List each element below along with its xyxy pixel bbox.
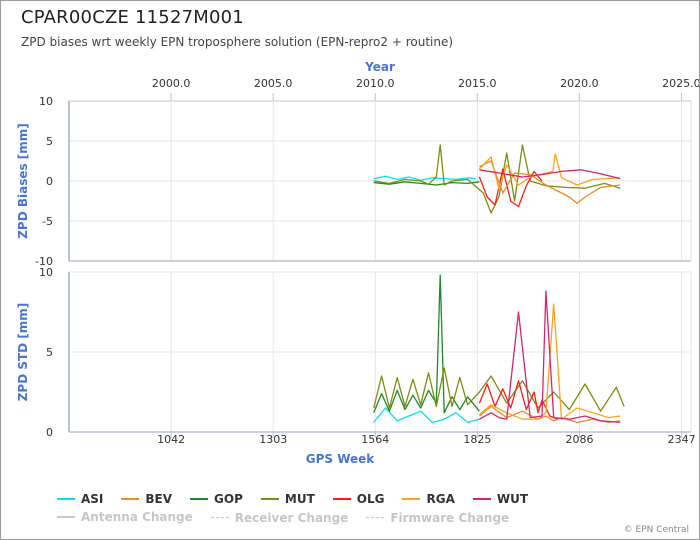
legend-item-olg[interactable]: OLG [332,491,385,507]
top-axis-tick-label: 2010.0 [356,77,395,90]
series-line-mut [373,367,625,412]
legend-swatch [210,517,229,518]
y-tick-label: 0 [46,426,53,439]
legend-item-antenna-change[interactable]: Antenna Change [57,509,193,525]
legend-label: Antenna Change [81,510,193,524]
y-axis-label: ZPD Biases [mm] [16,123,30,239]
series-line-mut [373,144,621,214]
legend-item-mut[interactable]: MUT [260,491,315,507]
legend-swatch [366,517,385,518]
series-line-rga [478,153,621,190]
y-tick-label: 5 [46,135,53,148]
legend-swatch [472,498,491,500]
legend-item-firmware-change[interactable]: Firmware Change [366,510,509,526]
legend-label: WUT [496,492,529,506]
legend-swatch [402,498,421,500]
legend-item-rga[interactable]: RGA [402,491,455,507]
legend-item-wut[interactable]: WUT [472,491,529,507]
legend-label: GOP [214,492,243,506]
series-line-gop [373,274,480,414]
legend-item-asi[interactable]: ASI [57,491,103,507]
legend-label: RGA [426,492,455,506]
legend-label: MUT [284,492,315,506]
legend-label: Firmware Change [390,510,510,525]
bottom-axis-tick-label: 1825 [463,433,491,446]
legend-swatch [260,498,279,500]
legend-swatch [332,498,351,500]
top-axis-tick-label: 2005.0 [254,77,293,90]
bottom-axis-tick-label: 1564 [361,433,389,446]
bottom-axis-tick-label: 2347 [668,433,696,446]
series-line-bev [479,160,621,205]
legend: ASI BEV GOP MUT OLG RGA WUT Antenna Change Recei… [57,489,697,526]
bottom-axis-label: GPS Week [306,452,376,466]
top-axis-tick-label: 2015.0 [458,77,497,90]
chart-canvas: Year 2000.0 2005.0 2010.0 2015.0 2020.0 2025.0… [16,60,699,466]
legend-item-gop[interactable]: GOP [190,491,243,507]
legend-label: Receiver Change [234,510,349,525]
y-tick-label: -5 [42,215,53,228]
legend-swatch [57,516,75,518]
credit-text: © EPN Central [623,525,689,535]
y-axis-label: ZPD STD [mm] [16,303,30,402]
y-tick-label: 0 [46,175,53,188]
chart-subtitle: ZPD biases wrt weekly EPN troposphere so… [21,35,454,49]
legend-item-receiver-change[interactable]: Receiver Change [210,510,349,526]
top-axis-tick-label: 2020.0 [560,77,599,90]
y-tick-label: 10 [39,95,53,108]
top-axis-label: Year [364,60,395,74]
legend-swatch [121,498,140,500]
bottom-axis-tick-label: 2086 [566,433,594,446]
series-line-wut [479,169,621,180]
y-tick-label: 5 [46,346,53,359]
series-line-wut [479,290,621,424]
bottom-axis-tick-label: 1303 [259,433,287,446]
chart-title: CPAR00CZE 11527M001 [21,7,244,28]
legend-label: BEV [145,492,173,506]
series-line-olg [478,380,558,420]
legend-label: ASI [81,492,104,506]
top-axis-tick-label: 2025.0 [662,77,699,90]
series-line-asi [373,175,476,181]
y-tick-label: -10 [35,255,53,268]
y-tick-label: 10 [39,266,53,279]
legend-label: OLG [356,492,385,506]
legend-item-bev[interactable]: BEV [121,491,172,507]
bottom-axis-tick-label: 1042 [157,433,185,446]
panel-bias: -10 -5 0 5 10 ZPD Biases [mm] [16,95,692,268]
series-line-asi [373,407,480,424]
legend-swatch [190,498,209,500]
top-axis-tick-label: 2000.0 [152,77,191,90]
legend-swatch [57,498,75,500]
panel-std: 0 5 10 ZPD STD [mm] [16,266,692,439]
